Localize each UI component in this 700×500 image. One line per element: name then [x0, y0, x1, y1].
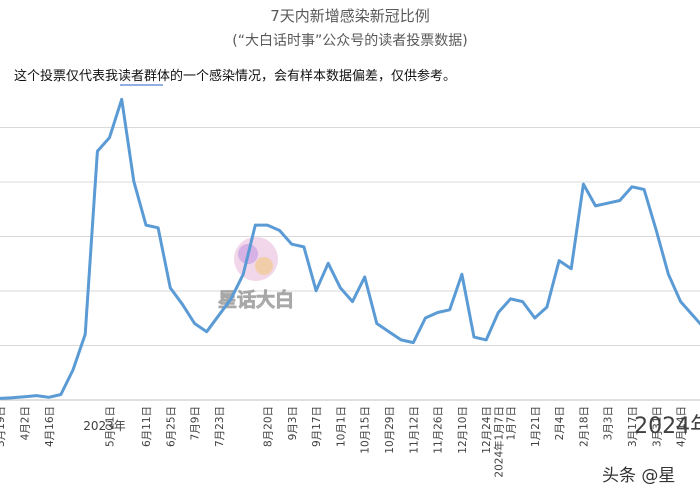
data-point	[0, 397, 2, 400]
chart-title: 7天内新增感染新冠比例	[270, 7, 430, 25]
data-point	[132, 180, 135, 183]
x-tick-label: 11月12日	[408, 406, 420, 454]
x-tick-label: 12月10日	[457, 406, 469, 454]
x-tick-label: 9月3日	[287, 406, 299, 440]
data-point	[327, 262, 330, 265]
x-tick-label: 4月2日	[20, 406, 32, 440]
series-group	[0, 97, 700, 400]
data-point	[35, 394, 38, 397]
x-tick-label: 8月20日	[262, 406, 274, 447]
data-point	[642, 188, 646, 191]
watermark-center: 星话大白	[218, 288, 294, 311]
data-point	[181, 303, 184, 306]
data-point	[11, 396, 14, 399]
data-point	[570, 267, 573, 270]
x-tick-label: 10月1日	[335, 406, 347, 447]
data-point	[363, 275, 366, 279]
data-point	[59, 393, 63, 396]
watermark-logo: 星话大白	[218, 237, 294, 311]
data-point	[84, 333, 87, 336]
data-point	[436, 311, 439, 314]
data-point	[424, 316, 427, 320]
data-point	[23, 395, 26, 398]
x-tick-label: 4月16日	[44, 406, 56, 447]
x-tick-label: 1月21日	[530, 406, 542, 447]
data-point	[169, 286, 172, 290]
data-point	[47, 396, 50, 399]
x-tick-label: 11月26日	[433, 406, 445, 454]
data-point	[156, 226, 160, 229]
data-point	[120, 98, 123, 101]
year-label: 2023年	[83, 419, 126, 433]
data-point	[655, 229, 658, 232]
chart-subtitle: (“大白话时事”公众号的读者投票数据)	[232, 32, 467, 49]
year-label: 2024年	[634, 414, 700, 439]
data-point	[630, 185, 634, 188]
x-tick-label: 3月31日	[651, 406, 663, 447]
data-point	[278, 229, 281, 232]
data-point	[582, 182, 585, 186]
year-labels: 2023年 2024年1月7日 2024年	[83, 406, 700, 478]
data-point	[509, 297, 512, 301]
data-point	[314, 289, 318, 292]
x-tick-label: 3月3日	[603, 406, 615, 440]
chart-annotation: 这个投票仅代表我读者群体的一个感染情况，会有样本数据偏差，仅供参考。	[14, 68, 456, 84]
data-point	[254, 223, 257, 227]
x-tick-label: 6月11日	[141, 406, 153, 447]
data-point	[521, 300, 524, 303]
data-point	[667, 273, 670, 276]
x-tick-label: 2月4日	[554, 406, 566, 440]
data-point	[412, 341, 415, 344]
data-point	[217, 314, 220, 317]
x-tick-label: 6月25日	[165, 406, 177, 447]
data-point	[533, 316, 536, 320]
x-tick-label: 3月19日	[0, 406, 7, 447]
x-tick-label: 2月18日	[578, 406, 590, 447]
data-point	[290, 243, 293, 246]
data-point	[242, 273, 245, 276]
data-point	[460, 273, 464, 276]
data-point	[193, 322, 196, 325]
data-point	[302, 245, 306, 249]
x-tick-label: 1月7日	[506, 406, 518, 440]
data-point	[679, 300, 682, 303]
data-point	[96, 150, 99, 153]
series-line	[0, 97, 700, 400]
x-tick-label: 4月14日	[676, 406, 688, 447]
gridlines	[0, 127, 700, 346]
data-point	[399, 338, 403, 342]
x-tick-label: 9月17日	[311, 406, 323, 447]
data-point	[545, 305, 549, 309]
x-tick-label: 3月17日	[627, 406, 639, 447]
data-point	[266, 223, 269, 227]
data-point	[594, 204, 597, 208]
data-point	[351, 300, 354, 303]
data-point	[557, 259, 561, 262]
data-point	[108, 136, 111, 139]
x-tick-label: 7月9日	[190, 406, 202, 440]
data-point	[144, 223, 148, 227]
data-point	[71, 368, 75, 372]
x-tick-label: 10月15日	[360, 406, 372, 454]
x-tick-label: 10月29日	[384, 406, 396, 454]
x-tick-label: 12月24日	[481, 406, 493, 454]
data-point	[691, 314, 694, 317]
data-point	[618, 199, 621, 202]
x-tick-label: 5月21日	[105, 406, 117, 447]
data-point	[229, 297, 233, 301]
data-point	[448, 308, 451, 311]
x-tick-label: 7月23日	[214, 406, 226, 447]
data-point	[375, 322, 378, 325]
data-point	[606, 202, 609, 205]
watermark-corner: 头条 @星	[602, 466, 675, 486]
data-point	[205, 330, 208, 333]
data-point	[485, 338, 488, 342]
year-label: 2024年1月7日	[493, 406, 506, 478]
data-point	[387, 330, 391, 333]
x-tick-labels: 3月19日 4月2日 4月16日 5月21日 6月11日 6月25日 7月9日 7月23日 8月…	[0, 406, 688, 454]
data-point	[497, 311, 500, 314]
data-point	[339, 286, 342, 290]
data-point	[472, 335, 476, 339]
